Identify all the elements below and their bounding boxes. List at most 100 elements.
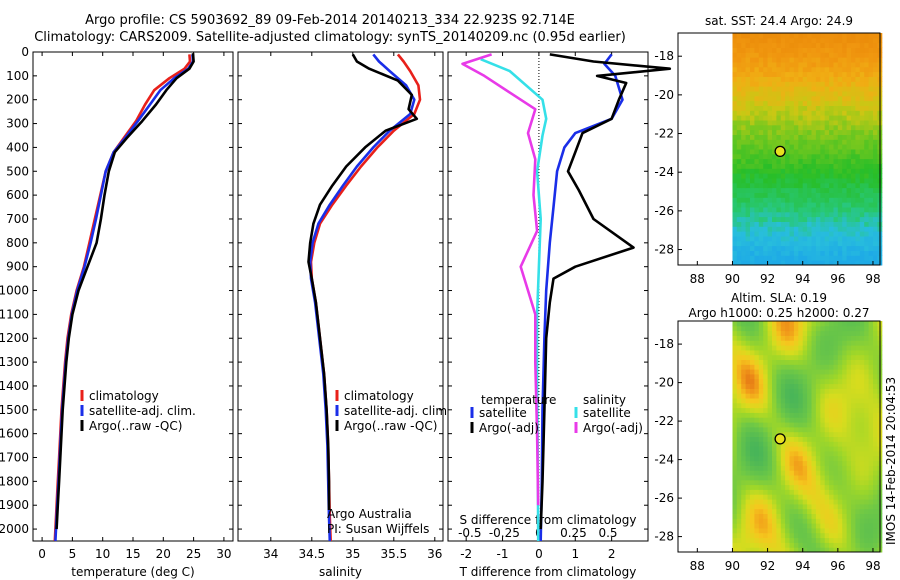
sst-map-cell [864, 178, 870, 184]
sla-map-cell [772, 518, 777, 524]
sst-map-cell [851, 192, 856, 198]
sst-map-cell [820, 115, 826, 121]
sst-map-cell [829, 71, 834, 77]
sst-map-cell [859, 192, 865, 198]
sst-map-cell [846, 168, 852, 174]
sla-map-cell [793, 494, 799, 500]
sla-map-cell [851, 340, 856, 346]
sla-map-cell [864, 340, 870, 346]
sst-map-cell [864, 42, 870, 48]
sla-map-cell [807, 436, 812, 442]
sst-map-cell [750, 134, 755, 140]
sla-map-cell [815, 378, 821, 385]
sla-map-cell [758, 484, 764, 490]
sst-map-cell [750, 202, 755, 208]
salinity-series-argo [307, 53, 419, 510]
sla-map-cell [780, 383, 786, 389]
depth-tick-label: 1100 [0, 307, 29, 321]
sla-map-cell [837, 513, 843, 519]
sla-map-title-1: Altim. SLA: 0.19 [731, 291, 827, 305]
sla-map-cell [763, 503, 769, 510]
sla-map-cell [859, 369, 865, 375]
sst-map-cell [741, 71, 747, 77]
sst-map-cell [732, 42, 738, 48]
sst-map-cell [793, 110, 799, 116]
sst-map-cell [780, 211, 786, 218]
sst-map-cell [820, 211, 826, 218]
sst-map-cell [732, 134, 738, 140]
sla-map-cell [780, 417, 786, 423]
sst-map-cell [793, 250, 799, 256]
sst-map-cell [846, 42, 852, 48]
sla-map-cell [855, 378, 861, 385]
sla-map-cell [851, 345, 856, 351]
sla-map-cell [754, 513, 760, 519]
sst-map-cell [802, 81, 808, 87]
sla-map-cell [846, 426, 852, 433]
sla-map-y-tick-label: -20 [654, 376, 674, 390]
difference-plot-frame [447, 51, 649, 542]
sst-map-cell [842, 202, 848, 208]
sla-map-cell [873, 359, 878, 365]
sla-map-cell [763, 321, 769, 327]
sst-map-cell [736, 62, 742, 68]
sst-map-cell [837, 124, 843, 131]
sst-map-cell [780, 207, 786, 213]
sst-map-cell [868, 240, 874, 247]
sla-map-cell [829, 393, 834, 399]
sst-map-cell [868, 76, 874, 82]
sla-map-cell [789, 455, 795, 462]
sla-map-cell [815, 513, 821, 519]
sla-map-cell [736, 417, 742, 423]
sst-map-cell [820, 129, 826, 135]
sla-map-cell [815, 527, 821, 534]
sla-map-cell [820, 412, 826, 418]
sla-map-cell [802, 527, 808, 534]
sst-map-cell [780, 66, 786, 73]
sst-map-cell [758, 197, 764, 203]
sla-map-cell [772, 321, 777, 327]
sst-map-cell [851, 37, 856, 44]
sst-map-cell [864, 216, 870, 222]
sst-map-cell [824, 260, 830, 266]
sla-map-cell [798, 431, 804, 437]
sst-map-cell [837, 57, 843, 63]
sla-map-cell [780, 499, 786, 505]
sla-map-cell [833, 369, 839, 375]
sla-map-cell [741, 393, 747, 399]
sla-map-cell [785, 369, 790, 375]
sla-map-cell [793, 446, 799, 452]
sla-map-cell [776, 373, 782, 380]
sla-map-cell [807, 465, 812, 471]
sst-map-cell [837, 226, 843, 232]
sla-map-cell [815, 402, 821, 409]
sst-map-y-tick-label: -20 [654, 88, 674, 102]
sst-map-cell [873, 62, 878, 68]
sla-map-cell [824, 503, 830, 510]
sst-map-cell [802, 42, 808, 48]
sst-map-cell [807, 91, 812, 97]
sla-map-cell [750, 422, 755, 428]
sla-map-cell [833, 479, 839, 486]
sla-map-cell [859, 426, 865, 433]
sla-map-cell [798, 547, 804, 553]
sst-map-cell [842, 144, 848, 150]
sla-map-cell [846, 518, 852, 524]
sst-map-cell [793, 66, 799, 73]
sla-map-cell [851, 398, 856, 404]
sst-map-cell [864, 226, 870, 232]
sst-map-cell [802, 163, 808, 169]
sst-map-cell [811, 129, 817, 135]
sst-map-cell [833, 86, 839, 92]
sst-map-cell [829, 192, 834, 198]
sla-map-cell [829, 465, 834, 471]
sla-map-cell [745, 388, 751, 394]
sla-map-cell [846, 499, 852, 505]
sla-map-cell [789, 426, 795, 433]
sst-map-cell [736, 33, 742, 39]
sst-map-cell [798, 86, 804, 92]
sst-map-cell [864, 202, 870, 208]
sla-map-cell [833, 470, 839, 476]
sla-map-cell [789, 412, 795, 418]
sst-map-cell [855, 211, 861, 218]
